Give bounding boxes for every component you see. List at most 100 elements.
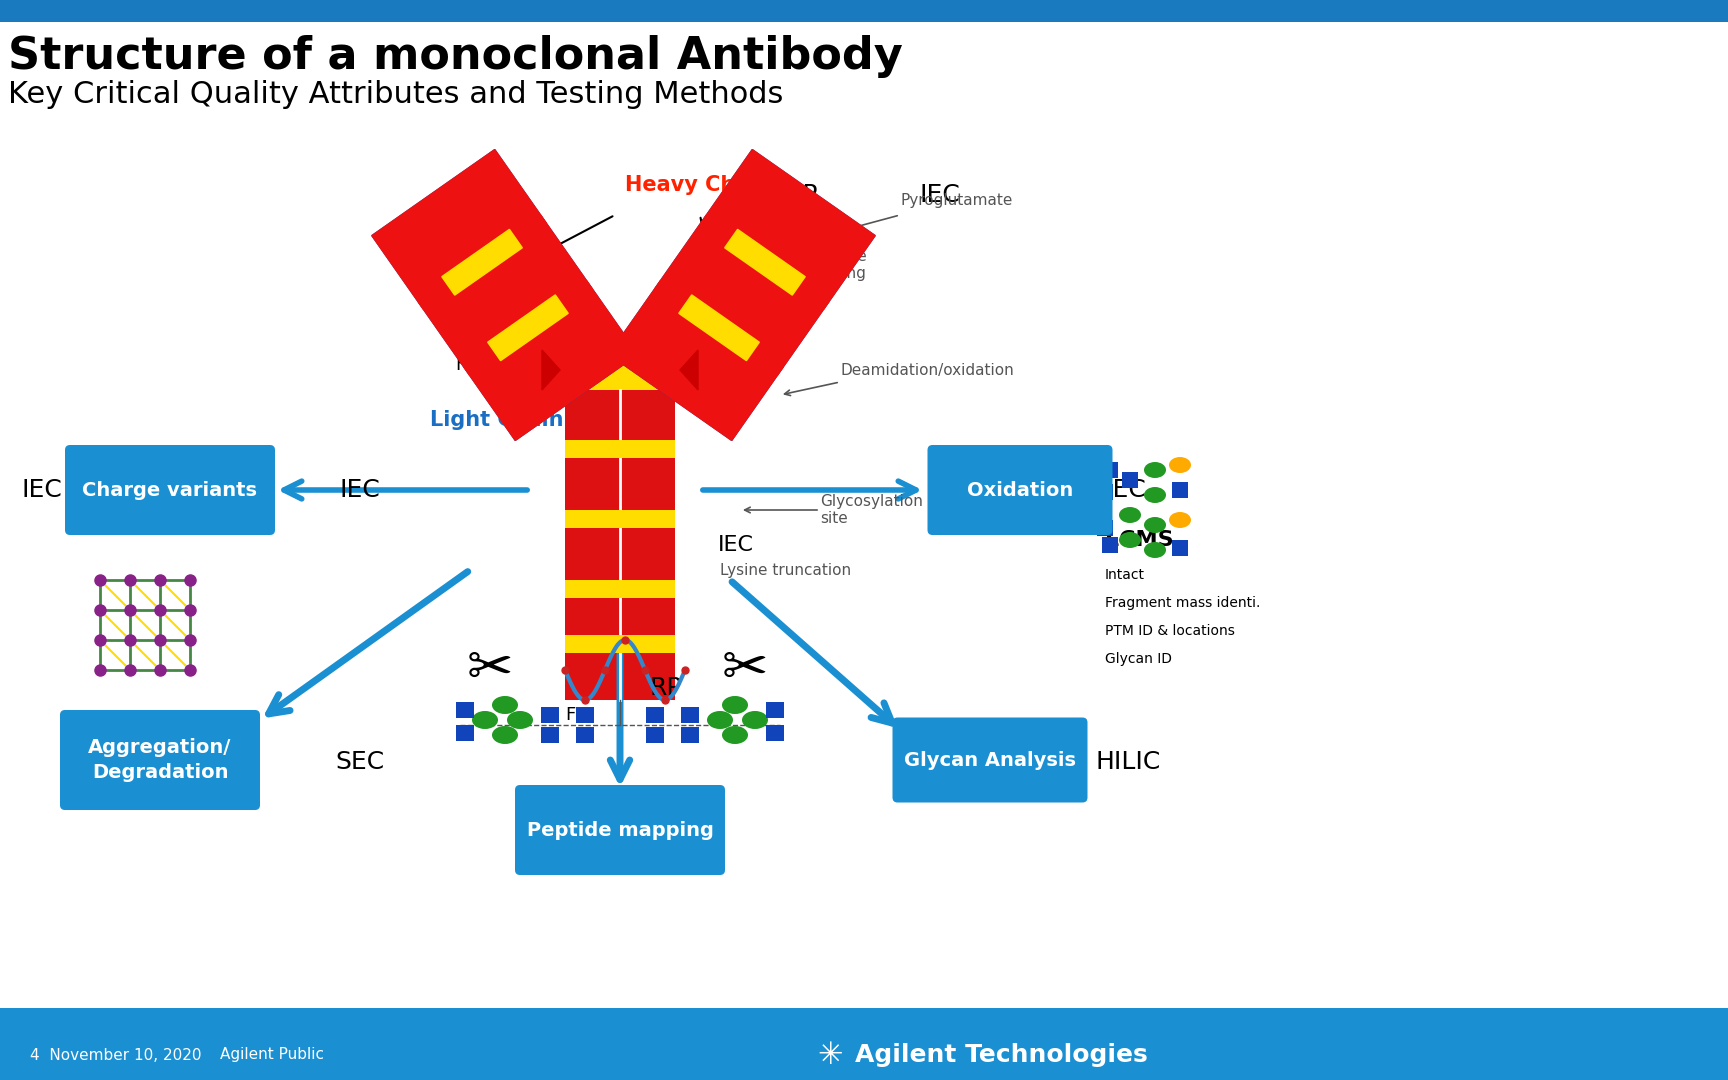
Ellipse shape: [472, 711, 498, 729]
Bar: [565, 580, 676, 598]
FancyBboxPatch shape: [60, 710, 259, 810]
Text: ✂: ✂: [467, 643, 513, 697]
Text: Fab: Fab: [454, 356, 486, 374]
Text: Glycan ID: Glycan ID: [1104, 652, 1172, 666]
Bar: [1172, 540, 1189, 556]
Text: Pyroglutamate: Pyroglutamate: [900, 192, 1013, 207]
Ellipse shape: [1144, 487, 1166, 503]
Bar: [456, 702, 473, 718]
Ellipse shape: [1144, 462, 1166, 478]
Ellipse shape: [506, 711, 532, 729]
Ellipse shape: [1144, 542, 1166, 558]
Bar: [1097, 519, 1113, 536]
Bar: [0, 0, 1728, 22]
Bar: [569, 338, 586, 360]
Polygon shape: [442, 229, 522, 295]
Text: Fragment mass identi.: Fragment mass identi.: [1104, 596, 1260, 610]
Polygon shape: [700, 150, 874, 309]
Bar: [541, 727, 558, 743]
Polygon shape: [418, 215, 593, 375]
Bar: [1102, 537, 1118, 553]
Bar: [766, 702, 785, 718]
Bar: [681, 707, 700, 723]
Ellipse shape: [722, 726, 748, 744]
Text: Glycan Analysis: Glycan Analysis: [904, 751, 1077, 769]
Polygon shape: [372, 150, 546, 309]
Text: Glycosylation
site: Glycosylation site: [821, 494, 923, 526]
Text: Lysine truncation: Lysine truncation: [721, 563, 852, 578]
Text: Agilent Technologies: Agilent Technologies: [855, 1043, 1147, 1067]
Text: PTM ID & locations: PTM ID & locations: [1104, 624, 1236, 638]
Polygon shape: [608, 150, 874, 441]
Text: Light Chain: Light Chain: [430, 410, 563, 430]
Polygon shape: [487, 295, 569, 361]
Text: Heavy Chain: Heavy Chain: [626, 175, 771, 195]
Ellipse shape: [492, 696, 518, 714]
Text: IEC: IEC: [22, 478, 62, 502]
Bar: [565, 440, 676, 458]
Text: 4  November 10, 2020: 4 November 10, 2020: [29, 1048, 202, 1063]
Bar: [612, 338, 627, 360]
Text: Intact: Intact: [1104, 568, 1146, 582]
Text: IEC: IEC: [719, 535, 753, 555]
Polygon shape: [655, 215, 829, 375]
Bar: [591, 338, 607, 360]
Bar: [565, 390, 676, 700]
Text: Charge variants: Charge variants: [83, 481, 257, 499]
Bar: [1071, 502, 1089, 518]
Ellipse shape: [1144, 517, 1166, 534]
Text: RP: RP: [650, 676, 683, 700]
Text: Oxidation: Oxidation: [968, 481, 1073, 499]
Bar: [634, 338, 650, 360]
Text: IEC: IEC: [340, 478, 380, 502]
Bar: [0, 1008, 1728, 1080]
Bar: [1102, 462, 1118, 478]
Text: IEC: IEC: [919, 183, 961, 207]
Text: Agilent Public: Agilent Public: [219, 1048, 325, 1063]
Bar: [1172, 482, 1189, 498]
Polygon shape: [372, 150, 638, 441]
Text: Deamidation/oxidation: Deamidation/oxidation: [840, 363, 1014, 378]
Ellipse shape: [492, 726, 518, 744]
Polygon shape: [679, 295, 759, 361]
Text: LCMS: LCMS: [1104, 530, 1173, 550]
Text: SEC: SEC: [335, 750, 384, 774]
Polygon shape: [608, 281, 783, 441]
Text: ✳: ✳: [817, 1040, 843, 1069]
FancyBboxPatch shape: [928, 445, 1113, 535]
FancyBboxPatch shape: [66, 445, 275, 535]
Text: IEC: IEC: [1104, 478, 1146, 502]
Bar: [655, 338, 670, 360]
Bar: [681, 727, 700, 743]
Text: Fc: Fc: [565, 706, 586, 724]
Bar: [1121, 472, 1139, 488]
Text: Aggregation/
Degradation: Aggregation/ Degradation: [88, 738, 232, 782]
Ellipse shape: [722, 696, 748, 714]
Text: Disulfide
shuffling: Disulfide shuffling: [800, 248, 867, 281]
Text: Peptide mapping: Peptide mapping: [527, 821, 714, 839]
Ellipse shape: [741, 711, 767, 729]
Bar: [575, 707, 594, 723]
Bar: [646, 727, 664, 743]
Bar: [1097, 484, 1113, 500]
Bar: [565, 635, 676, 653]
Ellipse shape: [1170, 512, 1191, 528]
Ellipse shape: [1170, 457, 1191, 473]
Bar: [541, 707, 558, 723]
Ellipse shape: [1120, 507, 1140, 523]
Text: Key Critical Quality Attributes and Testing Methods: Key Critical Quality Attributes and Test…: [9, 80, 783, 109]
Polygon shape: [463, 281, 638, 441]
Bar: [646, 707, 664, 723]
FancyBboxPatch shape: [515, 785, 726, 875]
Bar: [766, 725, 785, 741]
Ellipse shape: [707, 711, 733, 729]
Bar: [565, 360, 676, 390]
FancyBboxPatch shape: [892, 717, 1087, 802]
Text: ✂: ✂: [722, 643, 769, 697]
Polygon shape: [724, 229, 805, 295]
Polygon shape: [543, 350, 560, 390]
Ellipse shape: [1120, 532, 1140, 548]
Bar: [456, 725, 473, 741]
Text: HILIC: HILIC: [1096, 750, 1159, 774]
Text: RP: RP: [785, 183, 817, 207]
